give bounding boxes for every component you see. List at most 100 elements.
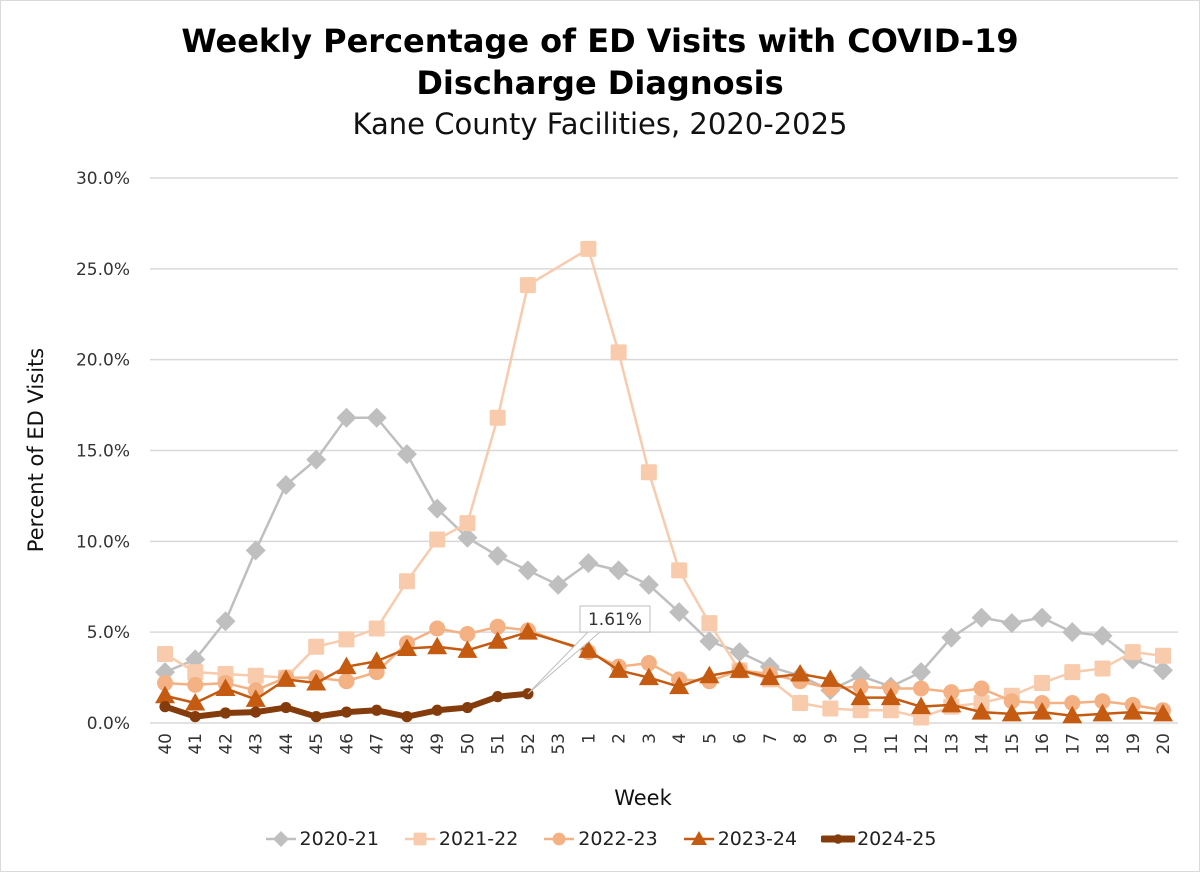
y-tick-label: 25.0% <box>76 260 130 280</box>
data-point <box>822 700 839 717</box>
x-tick-label: 42 <box>216 733 236 755</box>
series-line <box>164 416 1164 692</box>
data-point <box>971 607 992 628</box>
data-point <box>1153 703 1173 722</box>
data-point <box>371 704 383 716</box>
data-point <box>492 691 504 703</box>
x-tick-label: 8 <box>791 733 811 744</box>
x-tick-label: 51 <box>489 733 509 755</box>
data-point <box>1094 660 1111 677</box>
data-point <box>427 636 448 655</box>
data-point <box>250 706 262 718</box>
data-point <box>275 669 296 687</box>
data-point <box>519 277 536 294</box>
data-point <box>1092 625 1113 646</box>
legend-marker <box>690 831 707 845</box>
callout-box <box>579 605 651 633</box>
legend-square-icon <box>404 832 435 846</box>
data-point <box>608 560 629 581</box>
data-point <box>640 464 657 481</box>
data-point <box>638 667 659 686</box>
x-tick-label: 46 <box>337 733 357 755</box>
data-point <box>487 545 508 566</box>
x-tick-label: 41 <box>186 733 206 755</box>
data-point <box>820 669 841 687</box>
chart-subtitle: Kane County Facilities, 2020-2025 <box>352 107 848 141</box>
data-point <box>1092 703 1113 722</box>
data-point <box>729 660 750 678</box>
data-point <box>459 625 476 642</box>
data-point <box>308 638 325 655</box>
data-point <box>489 618 506 635</box>
x-tick-label: 6 <box>731 733 751 744</box>
data-point <box>1001 703 1022 722</box>
legend-label: 2024-25 <box>857 828 937 850</box>
data-point <box>941 627 962 648</box>
data-point <box>366 651 387 669</box>
x-tick-label: 43 <box>247 733 267 755</box>
data-point <box>699 631 720 652</box>
data-point <box>306 449 327 470</box>
legend-item[interactable]: 2023-24 <box>682 828 797 850</box>
x-tick-label: 50 <box>458 733 478 755</box>
x-tick-label: 45 <box>307 733 327 755</box>
data-point <box>1034 675 1051 692</box>
data-point <box>427 498 448 519</box>
data-point <box>219 707 232 719</box>
x-tick-label: 15 <box>1003 733 1023 755</box>
legend-item[interactable]: 2024-25 <box>821 828 936 850</box>
data-point <box>578 640 599 658</box>
data-point <box>1062 622 1083 643</box>
x-tick-label: 2 <box>610 733 630 744</box>
callout-leader <box>527 631 602 695</box>
x-tick-label: 14 <box>973 733 993 755</box>
data-point <box>459 515 476 532</box>
data-point <box>941 694 962 713</box>
legend-label: 2022-23 <box>578 828 658 850</box>
x-axis-title: Week <box>614 786 672 810</box>
legend-item[interactable]: 2021-22 <box>403 828 518 850</box>
data-point <box>396 638 417 657</box>
data-point <box>1032 702 1053 720</box>
x-tick-label: 49 <box>428 733 448 755</box>
data-point <box>1001 613 1022 634</box>
data-point <box>913 680 930 697</box>
data-point <box>157 675 173 692</box>
data-point <box>280 701 292 714</box>
y-tick-label: 15.0% <box>76 442 130 462</box>
legend-circle-icon <box>821 834 856 844</box>
legend-item[interactable]: 2020-21 <box>264 828 379 850</box>
data-point <box>640 655 657 672</box>
data-point <box>1155 647 1171 664</box>
data-point <box>306 673 327 691</box>
x-tick-label: 1 <box>579 733 599 744</box>
legend-label: 2023-24 <box>717 828 798 850</box>
x-tick-label: 17 <box>1063 733 1083 755</box>
data-point <box>338 631 355 648</box>
legend-marker <box>272 831 289 847</box>
data-point <box>431 704 443 716</box>
legend-label: 2021-22 <box>438 828 519 850</box>
x-tick-label: 48 <box>398 733 418 755</box>
data-point <box>368 620 385 637</box>
y-tick-label: 10.0% <box>76 532 130 552</box>
x-tick-label: 10 <box>852 733 872 755</box>
data-point <box>1062 705 1083 724</box>
data-point <box>489 409 506 426</box>
series-2024-25 <box>159 688 534 723</box>
data-point <box>701 615 718 632</box>
data-point <box>461 701 474 714</box>
data-point <box>1094 693 1111 710</box>
legend-marker <box>552 832 566 846</box>
data-point <box>215 678 236 696</box>
data-point <box>155 685 175 704</box>
data-point <box>487 631 508 649</box>
data-point <box>1122 702 1143 720</box>
x-tick-label: 12 <box>912 733 932 755</box>
data-point <box>578 553 599 574</box>
legend-item[interactable]: 2022-23 <box>542 828 658 850</box>
data-point <box>729 642 750 663</box>
data-point <box>187 676 204 693</box>
data-point <box>185 693 206 711</box>
data-point <box>850 687 871 706</box>
